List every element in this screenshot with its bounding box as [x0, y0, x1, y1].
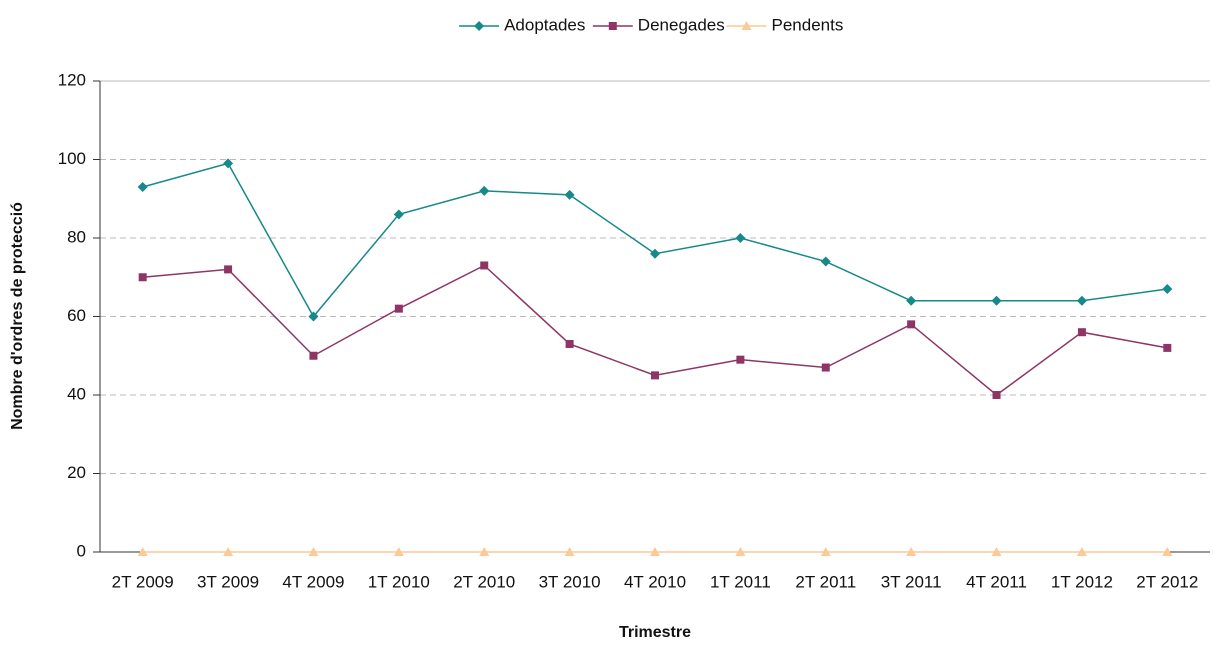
data-point: [906, 295, 917, 306]
data-point: [820, 547, 831, 556]
data-point: [564, 547, 575, 556]
data-point: [991, 547, 1002, 556]
data-point: [393, 209, 404, 220]
data-point: [308, 311, 319, 322]
series-line: [142, 162, 1168, 318]
data-point: [992, 391, 1001, 399]
data-point: [137, 181, 148, 192]
data-point: [1076, 295, 1087, 306]
y-tick-label: 20: [67, 463, 86, 482]
data-point: [308, 547, 319, 556]
data-point: [1077, 328, 1086, 337]
data-point: [735, 547, 746, 556]
data-point: [223, 547, 234, 556]
data-point: [735, 233, 746, 243]
x-tick-label: 4T 2010: [624, 572, 686, 591]
data-point: [223, 158, 234, 169]
data-point: [564, 189, 575, 200]
legend-marker: [608, 22, 617, 30]
data-point: [137, 547, 148, 556]
data-point: [907, 320, 916, 329]
legend-marker: [741, 21, 752, 30]
x-tick-label: 1T 2012: [1051, 572, 1113, 591]
x-axis-title: Trimestre: [619, 624, 691, 641]
data-point: [394, 304, 403, 313]
data-point: [224, 265, 233, 274]
data-point: [651, 371, 659, 380]
x-tick-label: 3T 2009: [197, 572, 259, 591]
data-point: [565, 339, 574, 348]
x-tick-label: 1T 2010: [368, 572, 430, 591]
data-point: [650, 547, 660, 556]
data-point: [1163, 343, 1172, 352]
legend-marker: [474, 21, 485, 31]
data-point: [479, 185, 490, 196]
x-tick-label: 2T 2009: [112, 572, 174, 591]
x-tick-label: 4T 2009: [282, 572, 344, 591]
y-tick-label: 40: [67, 384, 86, 403]
data-point: [393, 547, 404, 556]
data-point: [906, 547, 917, 556]
x-tick-label: 2T 2011: [795, 572, 856, 591]
legend-label: Adoptades: [504, 15, 585, 34]
y-tick-label: 60: [67, 306, 86, 325]
x-tick-label: 2T 2012: [1136, 572, 1198, 591]
y-axis-title: Nombre d'ordres de protecció: [9, 202, 26, 430]
y-tick-label: 0: [77, 541, 86, 560]
data-point: [821, 363, 830, 372]
data-point: [479, 547, 490, 556]
data-point: [1076, 547, 1087, 556]
x-tick-label: 3T 2011: [881, 572, 942, 591]
data-point: [1162, 547, 1173, 556]
legend-label: Denegades: [638, 15, 725, 34]
x-tick-label: 3T 2010: [539, 572, 601, 591]
data-point: [138, 273, 147, 282]
data-point: [480, 261, 489, 270]
x-tick-label: 2T 2010: [453, 572, 515, 591]
y-tick-label: 100: [58, 149, 86, 168]
data-point: [820, 256, 831, 267]
legend-label: Pendents: [772, 15, 844, 34]
data-point: [650, 248, 660, 259]
y-tick-label: 120: [58, 70, 86, 89]
y-tick-label: 80: [67, 227, 86, 246]
x-tick-label: 1T 2011: [710, 572, 771, 591]
data-point: [309, 351, 318, 360]
data-point: [1162, 284, 1173, 295]
x-tick-label: 4T 2011: [966, 572, 1027, 591]
data-point: [991, 295, 1002, 306]
data-point: [736, 355, 745, 364]
